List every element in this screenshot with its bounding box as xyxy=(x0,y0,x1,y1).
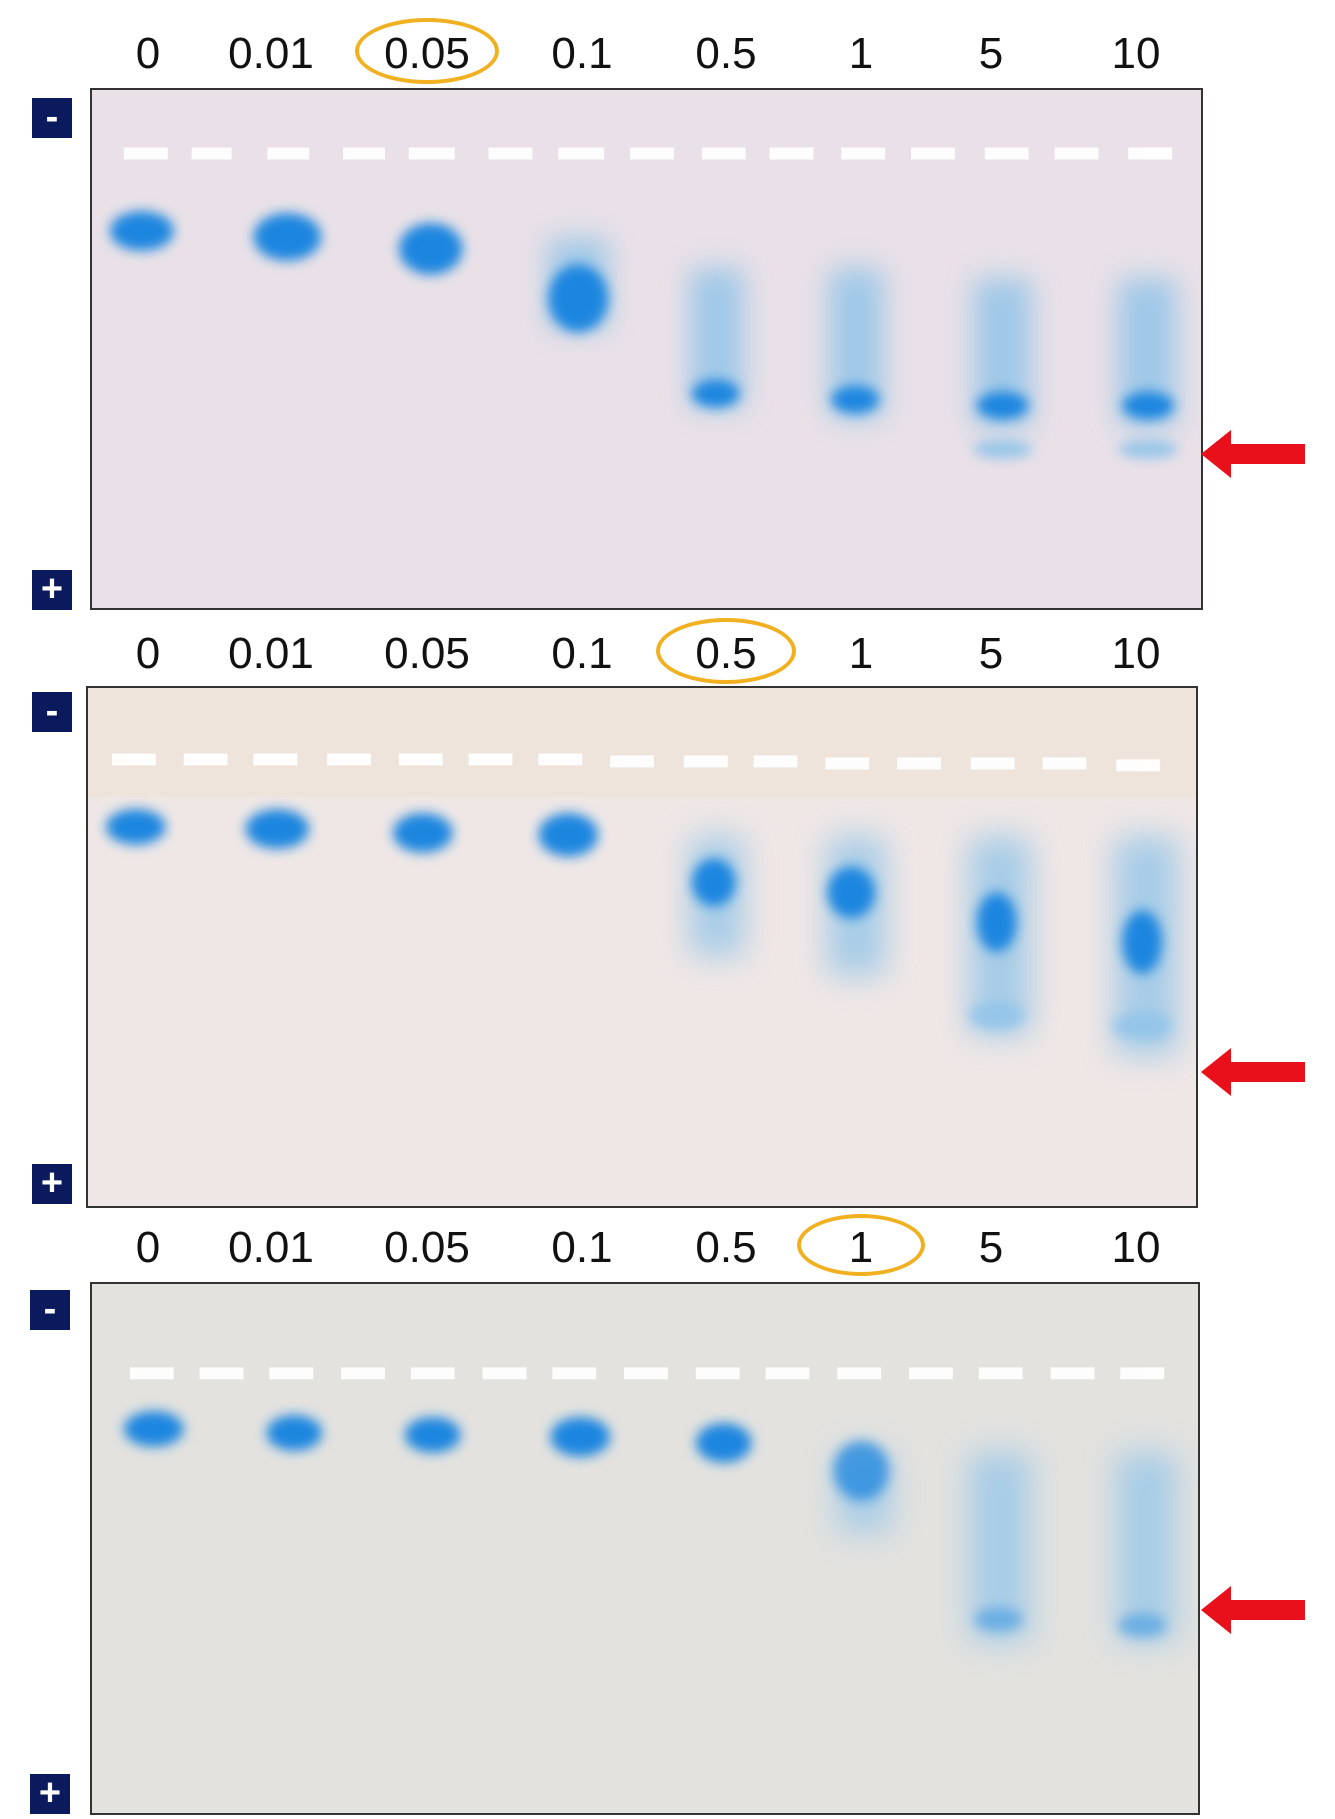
gel-image xyxy=(86,686,1198,1208)
lane-label: 0.5 xyxy=(695,1223,757,1272)
lane-label: 10 xyxy=(1111,1223,1161,1272)
red-arrow-left-icon xyxy=(1201,1048,1305,1096)
gel-bands xyxy=(109,147,1179,460)
gel-bands xyxy=(123,1367,1177,1642)
lane-label: 5 xyxy=(978,629,1004,678)
cathode-minus-box: - xyxy=(30,1290,70,1330)
lane-label: 0.1 xyxy=(551,629,613,678)
gel-image xyxy=(90,88,1203,610)
highlight-ring xyxy=(656,618,796,684)
cathode-minus-box: - xyxy=(32,98,72,138)
gel-image xyxy=(90,1282,1200,1815)
lane-label: 0 xyxy=(135,29,161,78)
gel-bands xyxy=(88,688,1196,1056)
lane-label: 0.05 xyxy=(384,1223,470,1272)
anode-plus-box: + xyxy=(32,1164,72,1204)
lane-label: 1 xyxy=(848,629,874,678)
lane-label: 10 xyxy=(1111,629,1161,678)
gel-panel-2: 0 0.01 0.05 0.1 0.5 1 5 10 xyxy=(0,610,1335,1210)
lane-label: 0.1 xyxy=(551,29,613,78)
lane-label: 10 xyxy=(1111,29,1161,78)
highlight-ring xyxy=(797,1214,925,1276)
lane-label: 0.05 xyxy=(384,629,470,678)
gel-panel-1: 0 0.01 0.05 0.1 0.5 1 5 10 xyxy=(0,0,1335,610)
highlight-ring xyxy=(355,18,499,84)
lane-label: 0.5 xyxy=(695,29,757,78)
lane-labels: 0 0.01 0.05 0.1 0.5 1 5 10 xyxy=(0,1210,1335,1280)
lane-label: 1 xyxy=(848,29,874,78)
lane-label: 0 xyxy=(135,1223,161,1272)
red-arrow-left-icon xyxy=(1201,430,1305,478)
anode-plus-box: + xyxy=(32,570,72,610)
lane-label: 0.01 xyxy=(228,1223,314,1272)
lane-label: 5 xyxy=(978,1223,1004,1272)
lane-label: 0.01 xyxy=(228,29,314,78)
anode-plus-box: + xyxy=(30,1774,70,1814)
gel-panel-3: 0 0.01 0.05 0.1 0.5 1 5 10 xyxy=(0,1210,1335,1819)
lane-labels: 0 0.01 0.05 0.1 0.5 1 5 10 xyxy=(0,0,1335,78)
lane-label: 0.01 xyxy=(228,629,314,678)
lane-label: 5 xyxy=(978,29,1004,78)
lane-label: 0 xyxy=(135,629,161,678)
lane-label: 0.1 xyxy=(551,1223,613,1272)
red-arrow-left-icon xyxy=(1201,1586,1305,1634)
cathode-minus-box: - xyxy=(32,692,72,732)
